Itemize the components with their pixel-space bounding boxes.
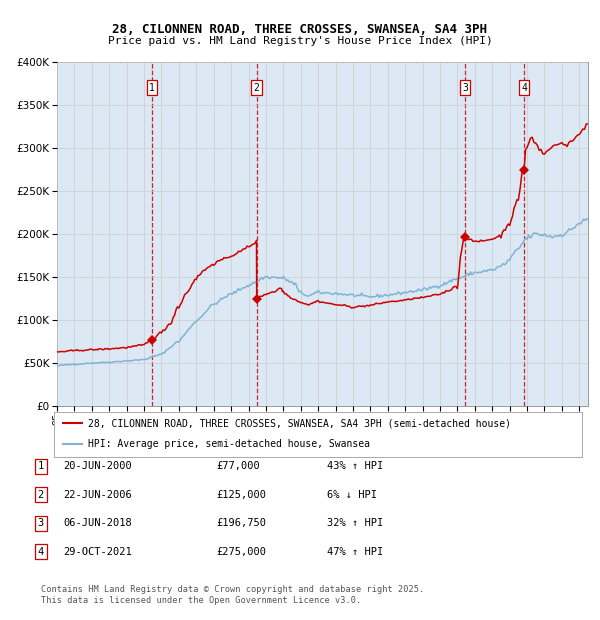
- Text: 4: 4: [38, 547, 44, 557]
- Text: 1: 1: [149, 83, 155, 93]
- Text: £77,000: £77,000: [216, 461, 260, 471]
- Text: 1: 1: [38, 461, 44, 471]
- Text: 47% ↑ HPI: 47% ↑ HPI: [327, 547, 383, 557]
- Text: 32% ↑ HPI: 32% ↑ HPI: [327, 518, 383, 528]
- Text: 4: 4: [521, 83, 527, 93]
- Text: 20-JUN-2000: 20-JUN-2000: [63, 461, 132, 471]
- Text: 28, CILONNEN ROAD, THREE CROSSES, SWANSEA, SA4 3PH (semi-detached house): 28, CILONNEN ROAD, THREE CROSSES, SWANSE…: [88, 418, 511, 428]
- Text: 2: 2: [254, 83, 260, 93]
- Text: HPI: Average price, semi-detached house, Swansea: HPI: Average price, semi-detached house,…: [88, 440, 370, 450]
- Text: 3: 3: [38, 518, 44, 528]
- Text: 06-JUN-2018: 06-JUN-2018: [63, 518, 132, 528]
- Text: 28, CILONNEN ROAD, THREE CROSSES, SWANSEA, SA4 3PH: 28, CILONNEN ROAD, THREE CROSSES, SWANSE…: [113, 23, 487, 36]
- Text: 2: 2: [38, 490, 44, 500]
- Text: Price paid vs. HM Land Registry's House Price Index (HPI): Price paid vs. HM Land Registry's House …: [107, 36, 493, 46]
- Text: £196,750: £196,750: [216, 518, 266, 528]
- Text: £125,000: £125,000: [216, 490, 266, 500]
- Text: 43% ↑ HPI: 43% ↑ HPI: [327, 461, 383, 471]
- Text: £275,000: £275,000: [216, 547, 266, 557]
- Text: Contains HM Land Registry data © Crown copyright and database right 2025.
This d: Contains HM Land Registry data © Crown c…: [41, 585, 424, 604]
- Text: 29-OCT-2021: 29-OCT-2021: [63, 547, 132, 557]
- Text: 3: 3: [462, 83, 468, 93]
- Text: 22-JUN-2006: 22-JUN-2006: [63, 490, 132, 500]
- Text: 6% ↓ HPI: 6% ↓ HPI: [327, 490, 377, 500]
